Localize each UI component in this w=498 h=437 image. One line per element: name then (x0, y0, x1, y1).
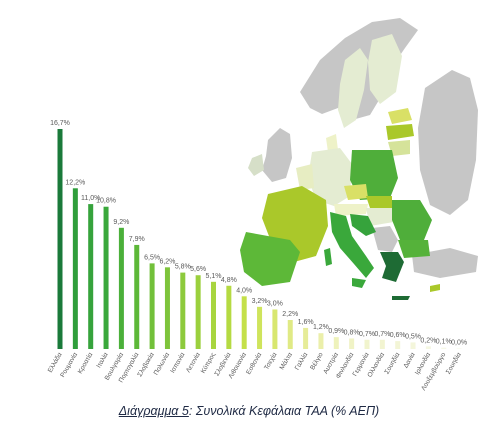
map-estonia (388, 108, 412, 124)
category-label-24: Δανία (402, 351, 417, 370)
map-lithuania (388, 140, 410, 156)
map-crete (392, 296, 410, 300)
bar-9 (180, 272, 186, 349)
chart-caption: Διάγραμμα 5: Συνολικά Κεφάλαια ΤΑΑ (% ΑΕ… (0, 404, 498, 418)
map-bulgaria (398, 240, 430, 258)
value-label-16: 2,2% (282, 311, 298, 318)
map-sweden (338, 48, 368, 128)
category-label-23: Σουηδία (383, 351, 402, 376)
category-label-14: Εσθονία (244, 351, 263, 376)
category-label-15: Τσεχία (262, 351, 278, 371)
caption-prefix: Διάγραμμα 5 (118, 404, 189, 418)
bar-5 (118, 227, 124, 349)
map-denmark (326, 134, 338, 152)
value-label-13: 4,0% (236, 287, 252, 294)
value-label-15: 3,0% (267, 300, 283, 307)
map-spain-portugal (240, 232, 300, 286)
map-non-eu-east (418, 70, 478, 215)
value-label-5: 9,2% (113, 219, 129, 226)
bar-16 (287, 320, 293, 349)
map-benelux (296, 164, 314, 190)
map-sicily (352, 278, 366, 288)
value-labels-layer: 16,7% 12,2% 11,0%10,8% 9,2% 7,9% 6,5%6,2%5,8%… (50, 120, 467, 346)
bars-layer (57, 129, 462, 349)
map-non-eu-uk (262, 128, 292, 182)
bar-24 (410, 342, 416, 349)
value-label-25: 0,2% (420, 337, 436, 344)
map-czechia (344, 184, 368, 200)
bar-23 (395, 341, 401, 349)
value-label-20: 0,8% (344, 329, 360, 336)
bar-19 (333, 337, 339, 349)
value-label-11: 5,1% (206, 273, 222, 280)
bar-7 (149, 263, 155, 349)
category-label-18: Βέλγιο (308, 351, 325, 372)
bar-17 (303, 327, 309, 349)
map-italy (330, 212, 374, 278)
category-label-17: Γαλλία (293, 351, 310, 372)
bar-11 (211, 281, 216, 349)
bar-18 (318, 333, 324, 349)
value-label-24: 0,5% (405, 333, 421, 340)
category-label-4: Ιταλία (95, 351, 110, 369)
category-label-27: Σουηδία (444, 351, 463, 376)
europe-map (240, 18, 478, 300)
map-latvia (386, 124, 414, 140)
map-croatia (350, 214, 376, 236)
value-label-10: 5,6% (190, 266, 206, 273)
bar-21 (364, 339, 370, 349)
value-label-14: 3,2% (252, 298, 268, 305)
value-label-4: 10,8% (96, 198, 116, 205)
value-label-18: 1,2% (313, 324, 329, 331)
bar-1 (57, 129, 63, 349)
bar-25 (425, 346, 431, 349)
value-label-26: 0,1% (436, 339, 452, 346)
map-slovakia (366, 196, 392, 208)
value-label-17: 1,6% (298, 319, 314, 326)
value-label-23: 0,6% (390, 332, 406, 339)
value-label-3: 11,0% (81, 195, 100, 202)
bar-8 (164, 267, 170, 349)
bar-14 (257, 306, 263, 349)
map-non-eu-ireland (248, 154, 264, 176)
value-label-6: 7,9% (129, 236, 145, 243)
value-label-1: 16,7% (50, 120, 70, 127)
value-label-9: 5,8% (175, 264, 191, 271)
map-sardinia (324, 248, 332, 266)
category-label-16: Μάλτα (278, 351, 294, 371)
bar-22 (379, 339, 385, 349)
bar-13 (241, 296, 247, 349)
value-label-27: 0,0% (451, 339, 467, 346)
value-label-12: 4,8% (221, 277, 237, 284)
map-cyprus (430, 284, 440, 292)
bar-15 (272, 309, 278, 349)
caption-text: : Συνολικά Κεφάλαια ΤΑΑ (% ΑΕΠ) (188, 404, 380, 418)
bar-2 (72, 188, 78, 349)
bar-20 (349, 338, 355, 349)
value-label-7: 6,5% (144, 254, 160, 261)
bar-27 (456, 348, 462, 349)
value-label-8: 6,2% (159, 258, 175, 265)
map-finland (368, 34, 402, 104)
category-label-3: Κροατία (76, 351, 95, 375)
bar-26 (441, 347, 447, 349)
value-label-22: 0,7% (374, 331, 390, 338)
bar-6 (134, 244, 140, 349)
value-label-21: 0,7% (359, 331, 375, 338)
map-germany (308, 148, 352, 206)
map-greece (380, 252, 404, 282)
value-label-2: 12,2% (65, 179, 85, 186)
value-label-19: 0,9% (328, 328, 344, 335)
bar-4 (103, 206, 109, 349)
map-austria (334, 204, 368, 216)
map-non-eu-balkans (372, 226, 398, 252)
bar-3 (88, 204, 94, 349)
bar-10 (195, 275, 201, 349)
bar-12 (226, 285, 232, 349)
map-romania (392, 200, 432, 240)
map-hungary (366, 208, 394, 226)
